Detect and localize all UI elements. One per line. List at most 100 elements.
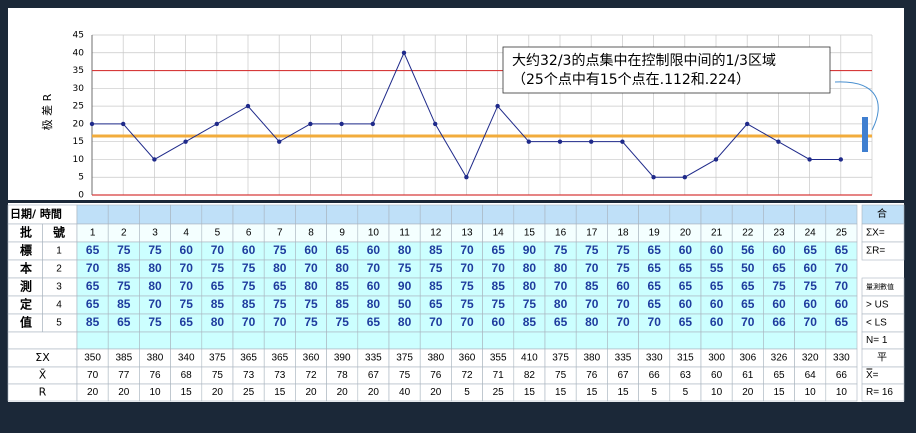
measurement: 70: [304, 261, 318, 275]
measurement: 90: [398, 279, 412, 293]
measurement: 70: [616, 315, 630, 329]
row-index: 1: [56, 246, 62, 257]
cell: [638, 331, 671, 350]
summary-value: 20: [430, 387, 442, 398]
measurement: 60: [772, 243, 786, 257]
y-tick-label: 20: [73, 119, 85, 129]
measurement: 75: [336, 315, 350, 329]
measurement: 70: [460, 261, 474, 275]
measurement: 65: [554, 315, 568, 329]
measurement: 60: [710, 297, 724, 311]
summary-value: 355: [490, 353, 507, 364]
column-number: 1: [90, 228, 96, 239]
summary-value: 68: [181, 370, 193, 381]
cell: [170, 331, 203, 350]
column-number: 8: [308, 228, 314, 239]
measurement: 75: [492, 297, 506, 311]
summary-value: 315: [677, 353, 694, 364]
annotation-line: 大约32/3的点集中在控制限中间的1/3区域: [512, 52, 776, 69]
row-label: 號: [53, 225, 65, 240]
measurement: 70: [148, 297, 162, 311]
summary-value: 330: [833, 353, 850, 364]
row-label: 值: [20, 315, 32, 330]
measurement: 75: [460, 279, 474, 293]
measurement: 65: [86, 243, 100, 257]
summary-value: 20: [305, 387, 317, 398]
summary-value: 63: [680, 370, 692, 381]
side-label: < LS: [866, 318, 887, 329]
side-label: ΣR=: [866, 246, 885, 257]
cell: [825, 204, 858, 225]
summary-value: 300: [708, 353, 725, 364]
summary-value: 25: [493, 387, 505, 398]
measurement: 65: [648, 261, 662, 275]
data-point: [89, 121, 95, 127]
header-label: 日期/ 時間: [10, 207, 62, 221]
measurement: 70: [648, 315, 662, 329]
cell: [326, 204, 359, 225]
measurement: 60: [679, 243, 693, 257]
measurement: 60: [710, 315, 724, 329]
side-label: 合: [877, 207, 887, 220]
summary-value: 326: [771, 353, 788, 364]
summary-value: 360: [459, 353, 476, 364]
data-point: [838, 157, 843, 162]
measurement: 65: [273, 279, 287, 293]
measurement: 70: [180, 279, 194, 293]
cell: [513, 204, 546, 225]
cell: [861, 383, 905, 402]
measurement: 75: [616, 243, 630, 257]
side-label: R= 16: [866, 387, 893, 398]
cell: [861, 241, 905, 261]
data-point: [495, 103, 500, 109]
data-point: [526, 139, 531, 144]
measurement: 60: [804, 297, 818, 311]
cell: [388, 204, 421, 225]
measurement: 75: [117, 279, 131, 293]
cell: [731, 204, 764, 225]
cell: [825, 331, 858, 350]
summary-value: 20: [212, 387, 224, 398]
summary-value: 15: [181, 387, 193, 398]
column-number: 4: [183, 228, 189, 239]
measurement: 60: [492, 315, 506, 329]
summary-value: 67: [617, 370, 629, 381]
summary-value: 40: [399, 387, 411, 398]
cell: [139, 204, 171, 225]
data-point: [401, 50, 407, 55]
data-point: [713, 157, 719, 162]
cell: [76, 204, 109, 225]
row-label: ΣX: [35, 351, 50, 364]
summary-value: 335: [365, 353, 382, 364]
cell: [357, 331, 390, 350]
summary-value: 365: [271, 353, 288, 364]
measurement: 65: [86, 297, 100, 311]
measurement: 85: [86, 315, 100, 329]
highlight-bar: [862, 117, 868, 152]
measurement: 60: [367, 243, 381, 257]
summary-value: 67: [368, 370, 380, 381]
summary-value: 20: [368, 387, 380, 398]
summary-value: 410: [521, 353, 538, 364]
summary-value: 350: [84, 353, 101, 364]
cell: [451, 331, 483, 350]
cell: [669, 331, 702, 350]
summary-value: 375: [396, 353, 413, 364]
column-number: 12: [430, 228, 442, 239]
column-number: 19: [649, 228, 661, 239]
measurement: 65: [648, 279, 662, 293]
data-point: [370, 121, 375, 127]
measurement: 70: [429, 315, 443, 329]
summary-value: 75: [399, 370, 411, 381]
measurement: 65: [211, 279, 225, 293]
column-number: 6: [246, 228, 252, 239]
row-label: R: [39, 386, 47, 399]
column-number: 22: [742, 228, 754, 239]
cell: [7, 331, 78, 350]
measurement: 65: [835, 243, 849, 257]
measurement: 65: [492, 243, 506, 257]
cell: [607, 204, 639, 225]
data-point: [682, 175, 687, 180]
column-number: 14: [493, 228, 505, 239]
summary-value: 15: [586, 387, 598, 398]
